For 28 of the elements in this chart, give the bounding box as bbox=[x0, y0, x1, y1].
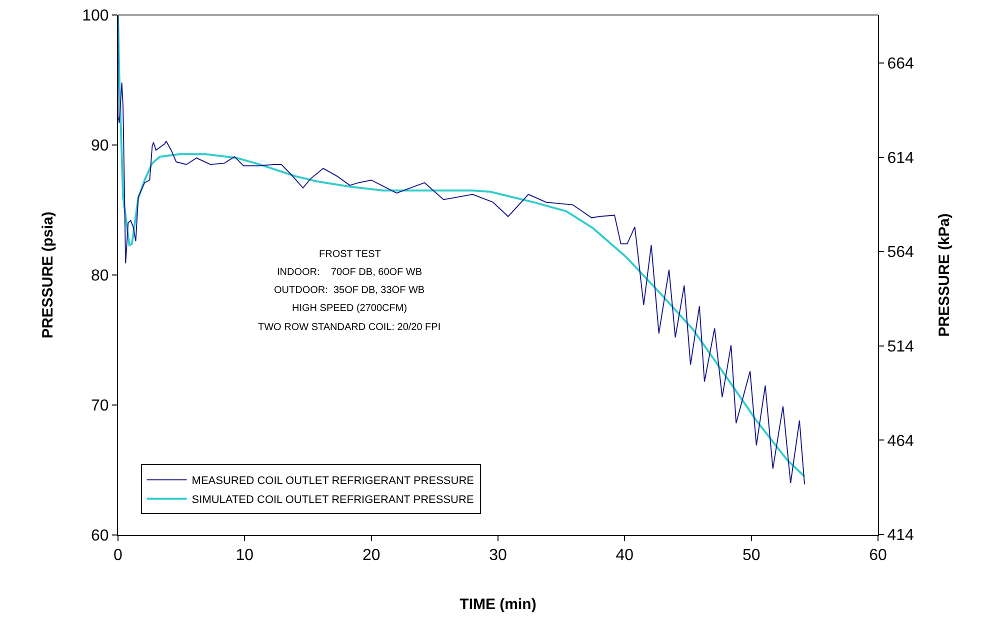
y2-axis-title: PRESSURE (kPa) bbox=[936, 213, 953, 337]
y-tick-label: 100 bbox=[82, 8, 109, 25]
y2-tick-label: 614 bbox=[887, 150, 914, 167]
x-axis-title: TIME (min) bbox=[460, 596, 536, 614]
y2-tick-label: 464 bbox=[887, 432, 914, 450]
y-tick-label: 90 bbox=[91, 138, 109, 155]
y-tick-label: 70 bbox=[91, 398, 109, 415]
annotation: FROST TEST bbox=[319, 249, 381, 260]
y2-tick-label: 414 bbox=[887, 527, 914, 544]
legend-label: SIMULATED COIL OUTLET REFRIGERANT PRESSURE bbox=[192, 494, 474, 506]
y-tick-label: 80 bbox=[91, 268, 109, 285]
y2-tick-label: 514 bbox=[887, 338, 914, 356]
x-tick-label: 10 bbox=[236, 547, 254, 564]
x-tick-label: 60 bbox=[869, 547, 887, 564]
annotation: OUTDOOR: 35OF DB, 33OF WB bbox=[274, 285, 425, 296]
annotation: INDOOR: 70OF DB, 60OF WB bbox=[277, 267, 422, 278]
x-tick-label: 40 bbox=[616, 547, 634, 564]
annotation: HIGH SPEED (2700CFM) bbox=[292, 303, 408, 314]
y2-tick-label: 664 bbox=[887, 56, 914, 73]
x-tick-label: 0 bbox=[114, 547, 123, 564]
legend-label: MEASURED COIL OUTLET REFRIGERANT PRESSURE bbox=[192, 474, 474, 487]
annotation: TWO ROW STANDARD COIL: 20/20 FPI bbox=[258, 322, 441, 333]
y-axis-title: PRESSURE (psia) bbox=[39, 212, 56, 338]
x-tick-label: 20 bbox=[362, 547, 380, 564]
x-tick-label: 50 bbox=[742, 547, 760, 564]
y2-tick-label: 564 bbox=[887, 244, 914, 262]
y-tick-label: 60 bbox=[91, 528, 109, 545]
x-tick-label: 30 bbox=[489, 547, 507, 564]
